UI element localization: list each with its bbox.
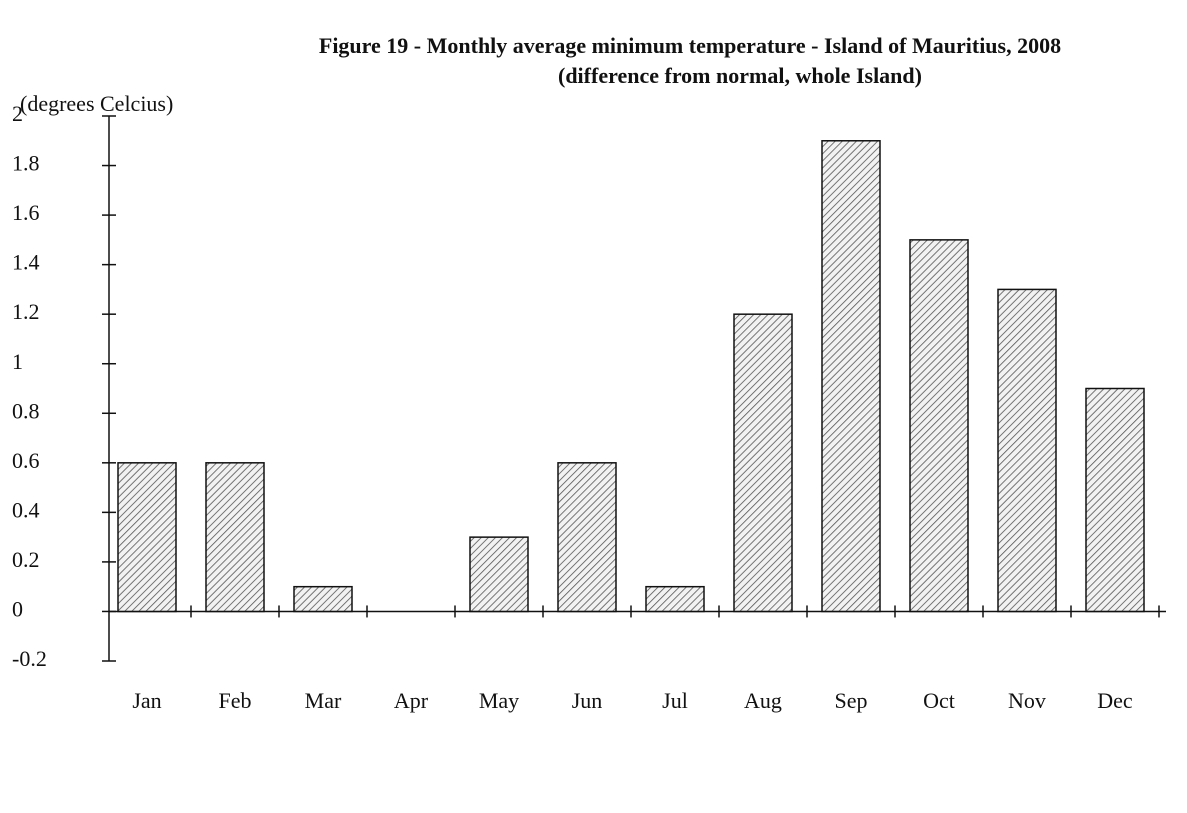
bar bbox=[997, 288, 1057, 613]
bar bbox=[557, 462, 617, 613]
x-tick-label: Oct bbox=[923, 688, 955, 713]
x-tick-label: Mar bbox=[305, 688, 342, 713]
y-tick-label: 0.8 bbox=[12, 398, 40, 423]
y-tick-label: 1.8 bbox=[12, 151, 40, 176]
x-tick-label: Dec bbox=[1097, 688, 1133, 713]
bar bbox=[205, 462, 265, 613]
bar bbox=[909, 239, 969, 613]
bar bbox=[293, 585, 353, 613]
x-tick-label: May bbox=[479, 688, 519, 713]
x-tick-label: Nov bbox=[1008, 688, 1046, 713]
bar bbox=[117, 462, 177, 613]
y-tick-label: 0.6 bbox=[12, 448, 40, 473]
x-tick-label: Jun bbox=[572, 688, 603, 713]
bar bbox=[645, 585, 705, 613]
bar bbox=[821, 140, 881, 613]
y-tick-label: 1.4 bbox=[12, 250, 40, 275]
y-tick-label: 1.6 bbox=[12, 200, 40, 225]
x-tick-label: Jan bbox=[132, 688, 161, 713]
y-tick-label: 0 bbox=[12, 597, 23, 622]
y-tick-label: 0.2 bbox=[12, 547, 40, 572]
x-tick-label: Apr bbox=[394, 688, 429, 713]
y-tick-label: 1.2 bbox=[12, 299, 40, 324]
x-tick-label: Jul bbox=[662, 688, 688, 713]
bar bbox=[1085, 387, 1145, 613]
chart-subtitle: (difference from normal, whole Island) bbox=[558, 63, 922, 88]
x-tick-label: Feb bbox=[219, 688, 252, 713]
y-axis-label: (degrees Celcius) bbox=[20, 91, 173, 116]
bar bbox=[469, 536, 529, 613]
chart-title: Figure 19 - Monthly average minimum temp… bbox=[319, 33, 1061, 58]
x-tick-label: Sep bbox=[835, 688, 868, 713]
y-tick-label: 2 bbox=[12, 101, 23, 126]
y-tick-label: 1 bbox=[12, 349, 23, 374]
y-tick-label: 0.4 bbox=[12, 497, 40, 522]
y-tick-label: -0.2 bbox=[12, 646, 47, 671]
bar bbox=[733, 313, 793, 613]
x-tick-label: Aug bbox=[744, 688, 782, 713]
